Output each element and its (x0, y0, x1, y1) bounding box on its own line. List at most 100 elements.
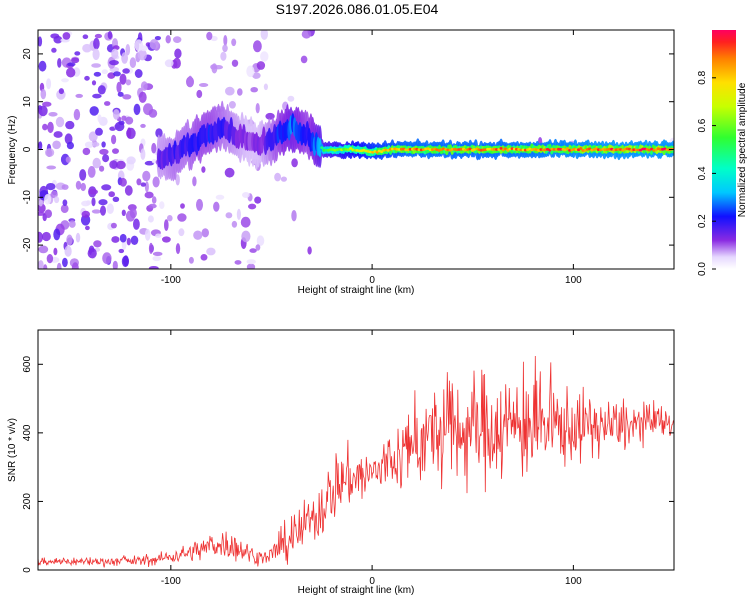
snr-y-tick-label: 400 (22, 424, 33, 441)
spectrogram-noise-cell (130, 235, 139, 245)
spectrogram-noise-cell (307, 246, 312, 255)
spectrogram-noise-cell (228, 101, 236, 109)
spectrogram-ridge-core (559, 147, 563, 151)
spectrogram-noise-cell (140, 81, 148, 91)
spectrogram-noise-cell (42, 101, 52, 107)
spectrogram-noise-cell (82, 147, 91, 156)
spectrogram-noise-cell (116, 160, 126, 170)
snr-y-tick-label: 200 (22, 493, 33, 510)
spectrogram-noise-cell (38, 141, 43, 151)
spectrogram-noise-cell (47, 121, 54, 134)
spectrogram-noise-cell (287, 95, 295, 102)
spectrogram-noise-cell (53, 228, 61, 241)
spectrogram-noise-cell (134, 69, 143, 78)
spectrogram-noise-cell (136, 178, 142, 186)
spectrogram-noise-cell (75, 232, 81, 243)
colorbar-ticks: 0.0 0.2 0.4 0.6 0.8 (697, 70, 716, 276)
spectrogram-noise-cell (106, 203, 114, 214)
spectrogram-noise-cell (97, 114, 102, 123)
spectrogram-noise-cell (137, 49, 147, 61)
spectrogram-noise-cell (111, 48, 119, 59)
spectrogram-noise-cell (126, 127, 132, 139)
spectrogram-noise-cell (62, 199, 68, 206)
chart-title: S197.2026.086.01.05.E04 (275, 1, 439, 17)
spectrogram-noise-cell (147, 215, 154, 223)
spectrogram-ridge-core (512, 147, 517, 151)
spectrogram-noise-cell (242, 192, 250, 198)
spectrogram-noise-cell (236, 208, 241, 220)
spectrogram-noise-cell (246, 259, 256, 265)
spectrogram-noise-cell (188, 256, 194, 264)
snr-y-tick-label: 600 (22, 356, 33, 373)
spectrogram-noise-cell (206, 247, 216, 256)
spectrogram-noise-cell (73, 108, 81, 121)
spectrogram-noise-cell (71, 262, 79, 269)
spectrogram-ridge-core (428, 148, 432, 152)
colorbar: 0.0 0.2 0.4 0.6 0.8 Normalized spectral ampl… (697, 30, 748, 276)
spectrogram-noise-cell (187, 75, 193, 88)
spectrogram-x-tick-label: -100 (161, 275, 181, 286)
spectrogram-noise-cell (119, 233, 127, 243)
spectrogram-noise-cell (46, 254, 54, 264)
spectrogram-noise-cell (111, 236, 120, 243)
spectrogram-noise-cell (74, 51, 81, 56)
spectrogram-noise-cell (44, 209, 52, 218)
spectrogram-noise-cell (121, 115, 127, 121)
spectrogram-ridge-core (499, 147, 503, 150)
spectrogram-noise-cell (240, 216, 251, 228)
spectrogram-noise-cell (274, 172, 281, 182)
spectrogram-noise-cell (38, 231, 43, 243)
spectrogram-noise-cell (144, 191, 154, 199)
spectrogram-noise-cell (175, 243, 181, 255)
spectrogram-noise-cell (225, 86, 235, 96)
spectrogram-y-ticks: -20 -10 0 10 20 (22, 48, 674, 252)
spectrogram-noise-cell (85, 225, 90, 231)
spectrogram-noise-cell (255, 103, 260, 114)
spectrogram-noise-cell (65, 120, 75, 130)
spectrogram-noise-cell (91, 80, 97, 86)
spectrogram-noise-cell (101, 184, 112, 191)
spectrogram-noise-cell (55, 116, 65, 128)
snr-plot-area (38, 330, 674, 570)
spectrogram-noise-cell (118, 248, 125, 254)
spectrogram-noise-cell (300, 55, 308, 64)
spectrogram-noise-cell (151, 142, 157, 154)
spectrogram-noise-cell (82, 34, 89, 39)
spectrogram-noise-cell (38, 199, 43, 207)
spectrogram-noise-cell (88, 189, 99, 195)
spectrogram-cells (38, 30, 674, 269)
spectrogram-noise-cell (48, 112, 58, 117)
spectrogram-y-tick-label: -10 (22, 190, 33, 205)
spectrogram-ridge-core (581, 149, 585, 152)
spectrogram-noise-cell (81, 210, 91, 218)
spectrogram-noise-cell (256, 235, 265, 246)
spectrogram-noise-cell (66, 234, 73, 246)
spectrogram-noise-cell (192, 176, 197, 187)
snr-panel: -100 0 100 0 200 400 600 Height of straight l… (7, 329, 675, 596)
colorbar-tick-label: 0.2 (697, 214, 708, 228)
spectrogram-noise-cell (165, 35, 171, 44)
spectrogram-ridge-core (503, 147, 508, 151)
spectrogram-noise-cell (104, 101, 111, 106)
spectrogram-noise-cell (223, 35, 228, 46)
spectrogram-y-tick-label: -20 (22, 237, 33, 252)
spectrogram-noise-cell (152, 176, 160, 188)
spectrogram-noise-cell (250, 87, 258, 93)
spectrogram-noise-cell (148, 266, 159, 269)
spectrogram-noise-cell (56, 262, 62, 269)
spectrogram-noise-cell (100, 205, 106, 216)
snr-x-tick-label: 100 (565, 576, 582, 587)
spectrogram-x-tick-label: 0 (369, 275, 375, 286)
spectrogram-y-label: Frequency (Hz) (7, 116, 18, 185)
spectrogram-noise-cell (201, 166, 206, 173)
spectrogram-noise-cell (225, 212, 233, 219)
spectrogram-ridge-core (519, 148, 523, 152)
spectrogram-ridge-core (320, 146, 324, 150)
spectrogram-x-label: Height of straight line (km) (298, 285, 415, 296)
snr-y-tick-label: 0 (22, 567, 33, 573)
spectrogram-noise-cell (91, 197, 96, 207)
spectrogram-noise-cell (260, 51, 269, 62)
spectrogram-noise-cell (210, 35, 218, 42)
spectrogram-noise-cell (57, 58, 62, 68)
spectrogram-noise-cell (53, 247, 58, 256)
